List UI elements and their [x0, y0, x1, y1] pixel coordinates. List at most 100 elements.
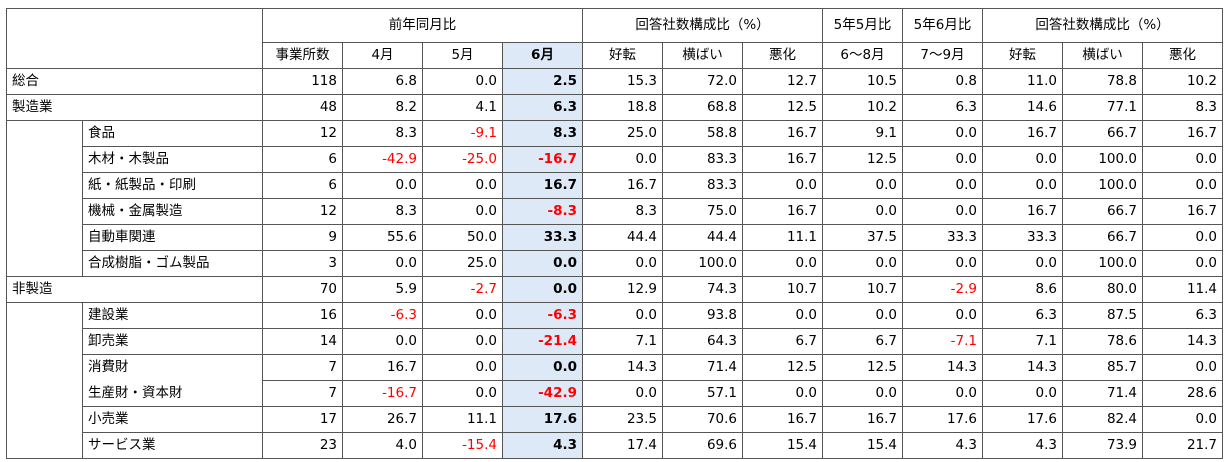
table-cell: 83.3 [662, 146, 743, 173]
table-cell: 0.0 [422, 354, 503, 381]
table-cell: 6.3 [1142, 302, 1223, 329]
table-cell: 66.7 [1062, 198, 1143, 225]
table-cell: 10.7 [742, 276, 823, 303]
table-cell: 33.3 [502, 224, 583, 251]
table-cell: 78.8 [1062, 68, 1143, 95]
table-cell: 7.1 [582, 328, 663, 355]
table-cell: 10.5 [822, 68, 903, 95]
table-cell: -8.3 [502, 198, 583, 225]
table-cell: 37.5 [822, 224, 903, 251]
table-cell: -15.4 [422, 432, 503, 459]
table-cell: 0.0 [822, 250, 903, 277]
table-cell: 0.0 [902, 250, 983, 277]
table-cell: 75.0 [662, 198, 743, 225]
col-header-flat-1: 横ばい [662, 42, 743, 69]
table-cell: 83.3 [662, 172, 743, 199]
table-cell: 4.1 [422, 94, 503, 121]
table-cell: 44.4 [582, 224, 663, 251]
table-cell: 17.6 [982, 406, 1063, 433]
table-cell: 6.3 [902, 94, 983, 121]
table-cell: 12.5 [742, 354, 823, 381]
indent-cell [6, 432, 83, 459]
table-cell: 71.4 [1062, 380, 1143, 407]
row-label: サービス業 [82, 432, 263, 459]
table-cell: 0.0 [982, 380, 1063, 407]
table-cell: 0.0 [422, 68, 503, 95]
table-cell: 6.3 [502, 94, 583, 121]
table-cell: 21.7 [1142, 432, 1223, 459]
table-cell: -16.7 [342, 380, 423, 407]
table-cell: 0.0 [422, 198, 503, 225]
table-cell: 17.6 [502, 406, 583, 433]
col-header-bad-1: 悪化 [742, 42, 823, 69]
row-label: 消費財 [82, 354, 263, 381]
indent-cell [6, 198, 83, 225]
table-cell: 16.7 [582, 172, 663, 199]
row-label: 建設業 [82, 302, 263, 329]
table-cell: 8.3 [502, 120, 583, 147]
col-header-count: 事業所数 [262, 42, 343, 69]
row-label: 生産財・資本財 [82, 380, 263, 407]
table-cell: 12 [262, 198, 343, 225]
table-cell: 58.8 [662, 120, 743, 147]
table-cell: 23 [262, 432, 343, 459]
table-cell: 4.3 [502, 432, 583, 459]
indent-cell [6, 172, 83, 199]
table-cell: 28.6 [1142, 380, 1223, 407]
table-cell: 0.0 [1142, 250, 1223, 277]
row-label: 食品 [82, 120, 263, 147]
table-cell: 0.0 [902, 198, 983, 225]
table-cell: 16 [262, 302, 343, 329]
table-cell: 25.0 [422, 250, 503, 277]
table-cell: -6.3 [342, 302, 423, 329]
table-cell: -2.7 [422, 276, 503, 303]
header-blank-cell [6, 8, 263, 69]
header-jun-ratio: 5年6月比 [902, 8, 983, 43]
row-label: 機械・金属製造 [82, 198, 263, 225]
table-cell: 3 [262, 250, 343, 277]
table-cell: 0.0 [582, 146, 663, 173]
table-cell: 6.7 [742, 328, 823, 355]
indent-cell [6, 224, 83, 251]
table-cell: 0.0 [742, 250, 823, 277]
row-label: 紙・紙製品・印刷 [82, 172, 263, 199]
table-cell: 0.0 [1142, 172, 1223, 199]
table-cell: 55.6 [342, 224, 423, 251]
table-cell: 16.7 [1142, 198, 1223, 225]
table-cell: 8.3 [342, 120, 423, 147]
table-cell: 72.0 [662, 68, 743, 95]
table-row: 小売業 17 26.7 11.1 17.6 23.5 70.6 16.7 16.7 17.6 17.… [6, 406, 1223, 433]
table-cell: 0.0 [422, 302, 503, 329]
table-cell: 10.7 [822, 276, 903, 303]
table-cell: 0.0 [742, 302, 823, 329]
row-label: 製造業 [6, 94, 263, 121]
table-cell: 16.7 [742, 406, 823, 433]
table-row: 紙・紙製品・印刷 6 0.0 0.0 16.7 16.7 83.3 0.0 0.0 0.0 0.0 1… [6, 172, 1223, 199]
table-cell: 16.7 [1142, 120, 1223, 147]
table-cell: 33.3 [902, 224, 983, 251]
table-cell: 73.9 [1062, 432, 1143, 459]
table-cell: 11.1 [422, 406, 503, 433]
table-cell: 17.6 [902, 406, 983, 433]
table-cell: 70.6 [662, 406, 743, 433]
table-cell: -42.9 [342, 146, 423, 173]
row-label: 卸売業 [82, 328, 263, 355]
table-cell: 66.7 [1062, 224, 1143, 251]
table-cell: 71.4 [662, 354, 743, 381]
row-label: 合成樹脂・ゴム製品 [82, 250, 263, 277]
table-cell: 14.3 [582, 354, 663, 381]
table-cell: 14.3 [902, 354, 983, 381]
table-cell: 12.9 [582, 276, 663, 303]
table-cell: 48 [262, 94, 343, 121]
indent-cell [6, 328, 83, 355]
table-row: 食品 12 8.3 -9.1 8.3 25.0 58.8 16.7 9.1 0.0 16.7 66.7… [6, 120, 1223, 147]
table-cell: 8.2 [342, 94, 423, 121]
table-cell: -21.4 [502, 328, 583, 355]
table-cell: 93.8 [662, 302, 743, 329]
table-cell: 0.0 [502, 354, 583, 381]
table-row: 生産財・資本財 7 -16.7 0.0 -42.9 0.0 57.1 0.0 0.0 0.0 0.0… [6, 380, 1223, 407]
table-row: 木材・木製品 6 -42.9 -25.0 -16.7 0.0 83.3 16.7 12.5 0.0… [6, 146, 1223, 173]
table-cell: -7.1 [902, 328, 983, 355]
table-cell: 69.6 [662, 432, 743, 459]
table-row: 非製造 70 5.9 -2.7 0.0 12.9 74.3 10.7 10.7 -2.9 8.6 80… [6, 276, 1223, 303]
